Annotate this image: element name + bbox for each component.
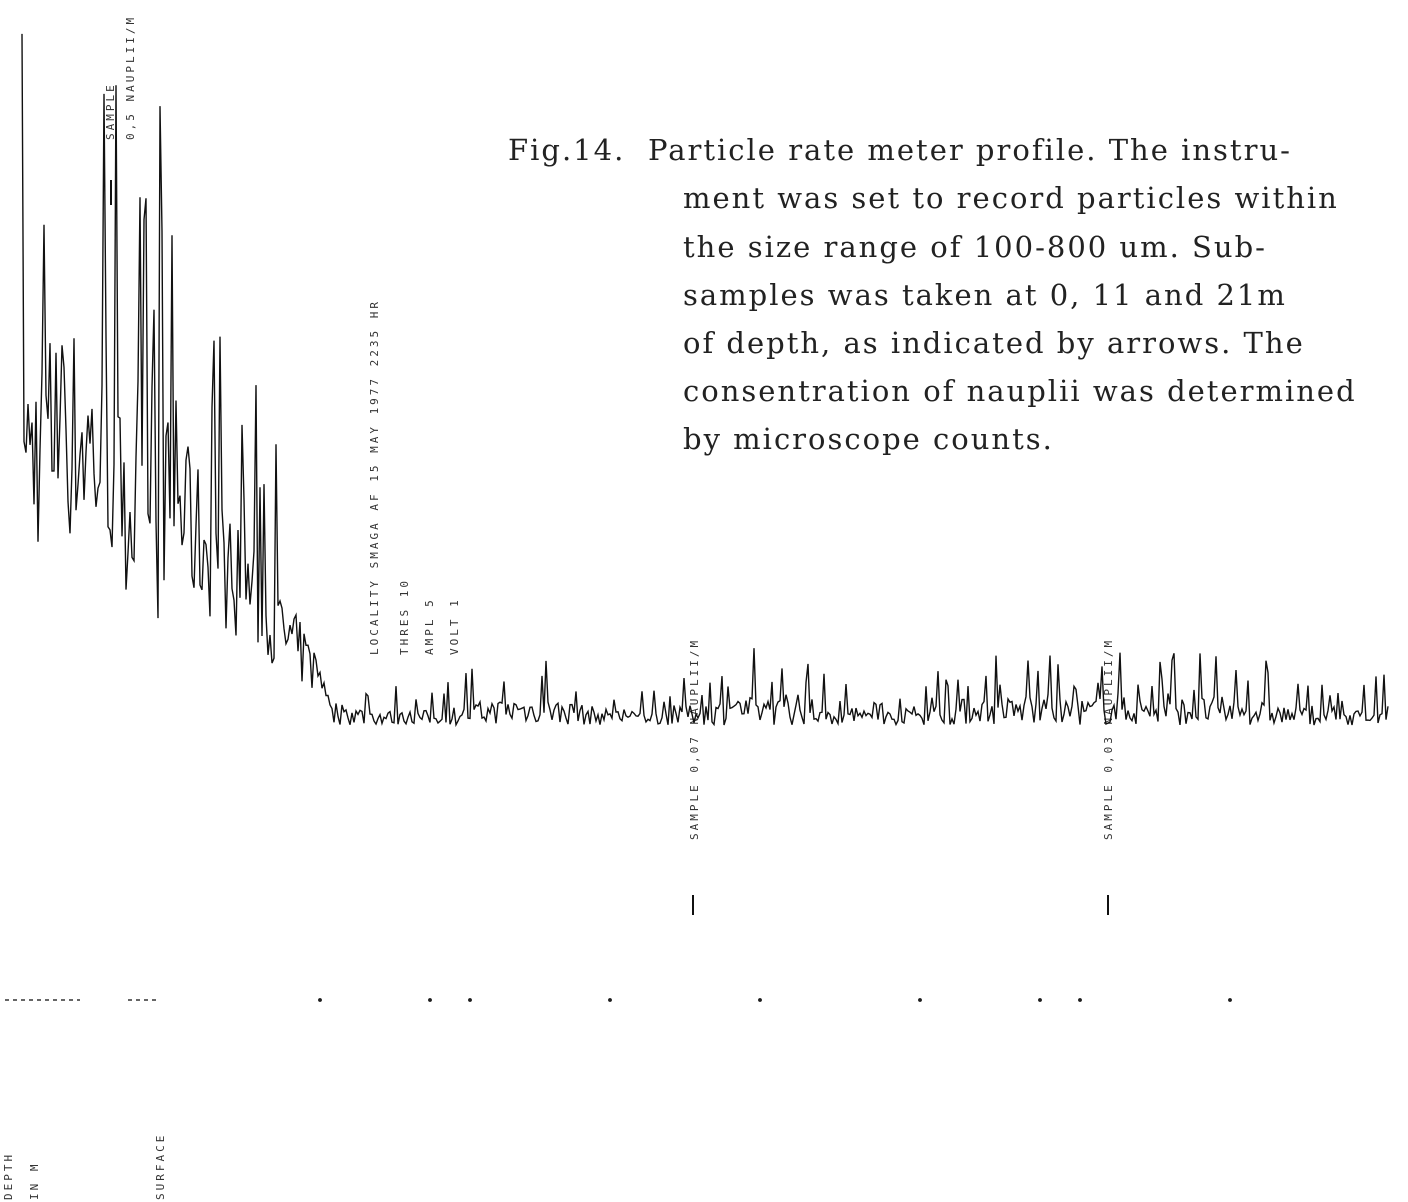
caption-line: ment was set to record particles within [683,181,1339,215]
axis-dot [468,998,472,1002]
caption-line: consentration of nauplii was determined [683,374,1357,408]
caption-label: Fig.14. [508,133,625,167]
axis-dot [608,998,612,1002]
caption-line: the size range of 100-800 um. Sub- [683,230,1267,264]
sample-label: SAMPLE 0,03 NAUPLII/M [1102,638,1115,840]
axis-dot [318,998,322,1002]
depth-label: DEPTH [2,1152,15,1200]
ampl-label: AMPL 5 [423,597,436,655]
axis-dot [1038,998,1042,1002]
volt-label: VOLT 1 [448,597,461,655]
unit-label: IN M [28,1162,41,1201]
axis-dot [758,998,762,1002]
axis-dot [918,998,922,1002]
caption-line: by microscope counts. [683,422,1054,456]
surface-label: SURFACE [154,1133,167,1200]
sample-label: SAMPLE 0,07 NAUPLII/M [688,638,701,840]
sample-label: SAMPLE [104,82,117,140]
sample-conc: 0,5 NAUPLII/M [124,15,137,140]
locality-label: LOCALITY SMAGA AF 15 MAY 1977 2235 HR [368,299,381,655]
axis-dot [1078,998,1082,1002]
arrows [110,180,1109,915]
axis-dot [428,998,432,1002]
axis-dot [1228,998,1232,1002]
trace-path [21,33,1389,728]
rate-trace [21,33,1389,1002]
caption-line: of depth, as indicated by arrows. The [683,326,1305,360]
thres-label: THRES 10 [398,578,411,655]
caption-line: samples was taken at 0, 11 and 21m [683,278,1287,312]
caption-line: Particle rate meter profile. The instru- [648,133,1292,167]
